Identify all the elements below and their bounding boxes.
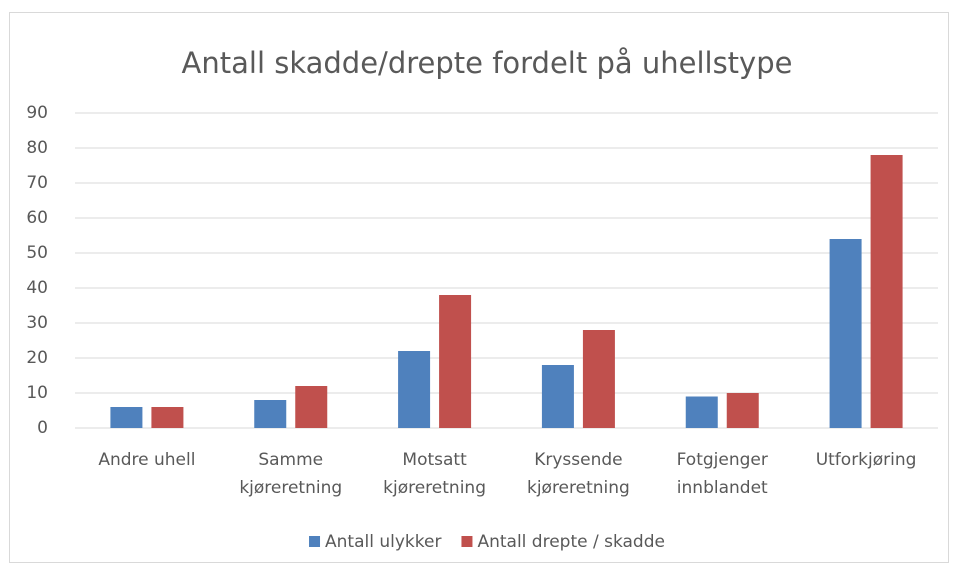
chart-title: Antall skadde/drepte fordelt på uhellsty…	[182, 46, 793, 80]
y-tick-label: 60	[26, 208, 48, 228]
bar	[439, 295, 472, 428]
x-tick-label: Kryssende kjøreretning	[526, 450, 630, 498]
bar	[254, 400, 287, 428]
y-tick-label: 70	[26, 173, 48, 193]
y-tick-label: 0	[37, 418, 48, 438]
legend-swatch	[309, 536, 321, 547]
x-tick-label: Utforkjøring	[815, 450, 917, 470]
bar	[398, 351, 431, 428]
bar	[110, 407, 143, 428]
x-tick-label: Andre uhell	[98, 450, 196, 470]
bar	[151, 407, 184, 428]
y-tick-label: 10	[26, 383, 48, 403]
y-tick-label: 40	[26, 278, 48, 298]
legend-label: Antall drepte / skadde	[477, 532, 665, 552]
legend-label: Antall ulykker	[325, 532, 441, 552]
bar	[726, 393, 759, 428]
legend-swatch	[461, 536, 473, 547]
x-tick-label: Motsatt kjøreretning	[383, 450, 486, 498]
y-tick-label: 90	[26, 103, 48, 123]
y-tick-label: 50	[26, 243, 48, 263]
bar	[870, 155, 903, 428]
y-tick-label: 30	[26, 313, 48, 333]
bar	[582, 330, 615, 428]
bar	[541, 365, 574, 428]
bar	[295, 386, 328, 428]
x-tick-label: Samme kjøreretning	[239, 450, 343, 498]
x-tick-label: Fotgjenger innblandet	[676, 450, 768, 498]
bar	[829, 239, 862, 428]
y-tick-label: 80	[26, 138, 48, 158]
y-tick-label: 20	[26, 348, 48, 368]
bar	[685, 396, 718, 428]
